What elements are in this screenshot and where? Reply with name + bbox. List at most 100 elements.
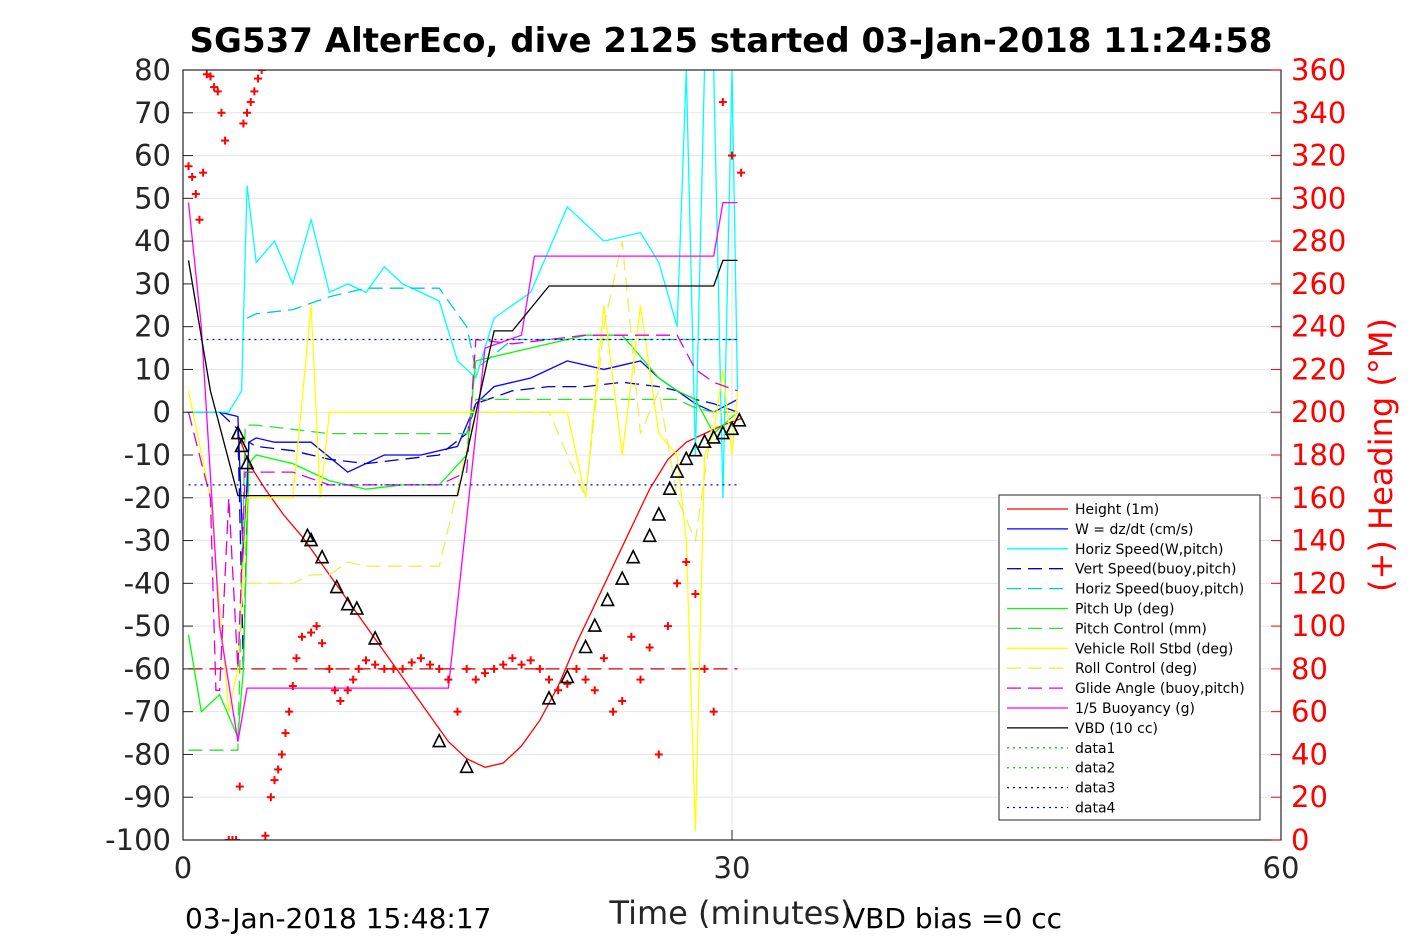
heading-point	[246, 98, 255, 107]
y-tick-label: 30	[134, 267, 171, 301]
legend-entry: Height (1m)	[1075, 502, 1159, 518]
series-line-0	[237, 417, 742, 768]
y-tick-label: -40	[124, 566, 171, 600]
heading-point	[277, 750, 286, 759]
heading-point	[362, 656, 370, 665]
heading-point	[389, 664, 398, 673]
heading-point	[213, 87, 222, 96]
position-marker	[367, 630, 383, 645]
heading-point	[235, 782, 244, 791]
heading-point	[490, 664, 499, 673]
legend-entry: Horiz Speed(W,pitch)	[1075, 542, 1223, 558]
legend-entry: Pitch Control (mm)	[1075, 621, 1207, 637]
position-marker	[678, 450, 694, 466]
heading-point	[718, 98, 727, 107]
heading-point	[636, 675, 645, 684]
legend-entry: VBD (10 cc)	[1075, 721, 1158, 737]
heading-point	[292, 654, 301, 663]
position-marker	[587, 617, 603, 632]
position-marker	[715, 424, 731, 440]
legend-entry: Horiz Speed(buoy,pitch)	[1075, 582, 1244, 598]
heading-point	[709, 707, 718, 716]
position-marker	[303, 531, 319, 547]
position-marker	[706, 429, 721, 444]
y2-tick-label: 40	[1291, 737, 1328, 771]
y-tick-label: -30	[124, 524, 171, 558]
right-axis-label: (+) Heading (°M)	[1362, 318, 1400, 592]
heading-point	[206, 72, 215, 81]
y2-tick-label: 220	[1291, 352, 1346, 386]
heading-point	[343, 686, 352, 695]
heading-point	[285, 707, 294, 716]
plot-area	[184, 70, 747, 840]
x-axis-label: Time (minutes)	[609, 894, 853, 932]
heading-point	[462, 664, 471, 673]
heading-point	[572, 664, 581, 673]
heading-point	[426, 660, 435, 669]
position-marker	[349, 600, 365, 615]
heading-point	[270, 776, 279, 785]
axis-ticks: 80706050403020100-10-20-30-40-50-60-70-8…	[105, 53, 1346, 885]
heading-point	[663, 622, 672, 631]
heading-point	[354, 664, 363, 673]
y2-tick-label: 60	[1291, 695, 1328, 729]
position-marker	[560, 668, 575, 684]
heading-point	[199, 168, 208, 177]
heading-point	[336, 696, 345, 705]
heading-point	[673, 579, 682, 588]
y2-tick-label: 340	[1291, 96, 1346, 130]
position-marker	[724, 420, 740, 436]
y-tick-label: -50	[124, 609, 171, 643]
position-marker	[234, 437, 249, 453]
heading-point	[508, 654, 517, 663]
legend-entry: Pitch Up (deg)	[1075, 602, 1174, 618]
legend-entry: data4	[1075, 801, 1116, 817]
heading-point	[700, 664, 709, 673]
heading-point	[499, 660, 508, 669]
heading-point	[243, 108, 252, 117]
heading-point	[330, 686, 339, 695]
position-marker	[651, 506, 667, 521]
heading-point	[444, 675, 453, 684]
position-marker	[578, 638, 593, 654]
position-marker	[340, 595, 355, 611]
heading-point	[210, 83, 219, 92]
series-line-6	[188, 398, 738, 751]
heading-point	[228, 836, 237, 840]
heading-point	[191, 190, 200, 199]
heading-point	[250, 87, 259, 96]
x-tick-label: 0	[174, 851, 192, 885]
series-line-11	[187, 259, 738, 497]
y-tick-label: 40	[134, 224, 171, 258]
y2-tick-label: 120	[1291, 566, 1346, 600]
position-marker	[230, 424, 246, 440]
legend-entry: Vert Speed(buoy,pitch)	[1075, 562, 1237, 578]
heading-point	[239, 119, 248, 128]
legend: Height (1m) W = dz/dt (cm/s) Horiz Speed(W…	[998, 494, 1261, 821]
legend-entry: W = dz/dt (cm/s)	[1075, 522, 1194, 538]
heading-point	[480, 669, 489, 678]
heading-point	[563, 679, 572, 688]
heading-point	[257, 70, 266, 74]
series-line-1	[186, 360, 738, 562]
heading-point	[682, 557, 691, 566]
heading-point	[554, 686, 563, 695]
x-tick-label: 60	[1263, 851, 1300, 885]
heading-point	[261, 831, 270, 840]
heading-point	[184, 162, 193, 171]
y-tick-label: 0	[153, 395, 171, 429]
legend-entry: Vehicle Roll Stbd (deg)	[1075, 641, 1233, 657]
y2-tick-label: 320	[1291, 139, 1346, 173]
y-tick-label: -90	[124, 780, 171, 814]
heading-point	[371, 660, 380, 669]
heading-point	[288, 682, 297, 690]
position-marker	[614, 570, 630, 585]
legend-entry: data1	[1075, 741, 1115, 757]
y2-tick-label: 160	[1291, 481, 1346, 515]
y-tick-label: 50	[134, 181, 171, 215]
position-marker	[329, 578, 345, 594]
heading-point	[599, 654, 608, 663]
position-marker	[600, 591, 615, 607]
position-marker	[642, 527, 657, 543]
heading-point	[188, 172, 197, 181]
